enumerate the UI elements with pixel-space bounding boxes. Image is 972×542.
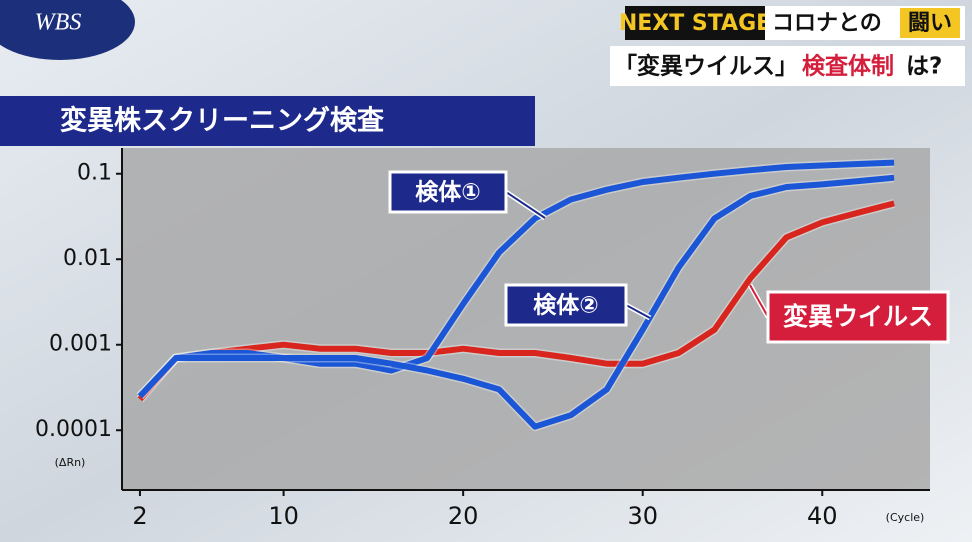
callout-box [766,290,950,344]
subtitle-end: は? [906,54,942,80]
series-line [137,200,895,402]
subtitle-quote: 「変異ウイルス」 [614,53,798,80]
callout-pointer [505,191,546,219]
x-tick-label: 10 [268,502,299,530]
topic: コロナとの [772,11,882,36]
x-tick-label: 30 [627,502,658,530]
callout-pointer [625,304,651,319]
x-tick-label: 20 [448,502,479,530]
topic-highlight: 闘い [908,11,952,36]
x-tick-label: 2 [132,502,147,530]
chart-title: 変異株スクリーニング検査 [60,105,384,137]
logo-badge [0,0,135,60]
callout-pointer [749,284,769,318]
callout-box [504,283,628,327]
badge-box [625,6,765,40]
y-tick-label: 0.1 [77,161,112,186]
x-tick-label: 40 [807,502,838,530]
y-tick-label: 0.01 [63,246,112,271]
logo: WBS [35,10,82,36]
title-bar [0,96,535,146]
legend-label: 変異ウイルス [783,302,933,331]
badge: NEXT STAGE [619,11,771,36]
subtitle-box [610,46,965,86]
series-line [137,174,895,430]
legend-label: 検体② [533,293,598,319]
y-axis-label: (ΔRn) [55,456,86,469]
subtitle-red: 検査体制 [802,54,894,80]
callout-box [388,170,508,214]
y-tick-label: 0.0001 [35,417,112,442]
topic-highlight-box [900,8,960,38]
x-axis-label: (Cycle) [886,511,925,524]
legend-label: 検体① [415,180,480,206]
y-tick-label: 0.001 [49,332,112,357]
